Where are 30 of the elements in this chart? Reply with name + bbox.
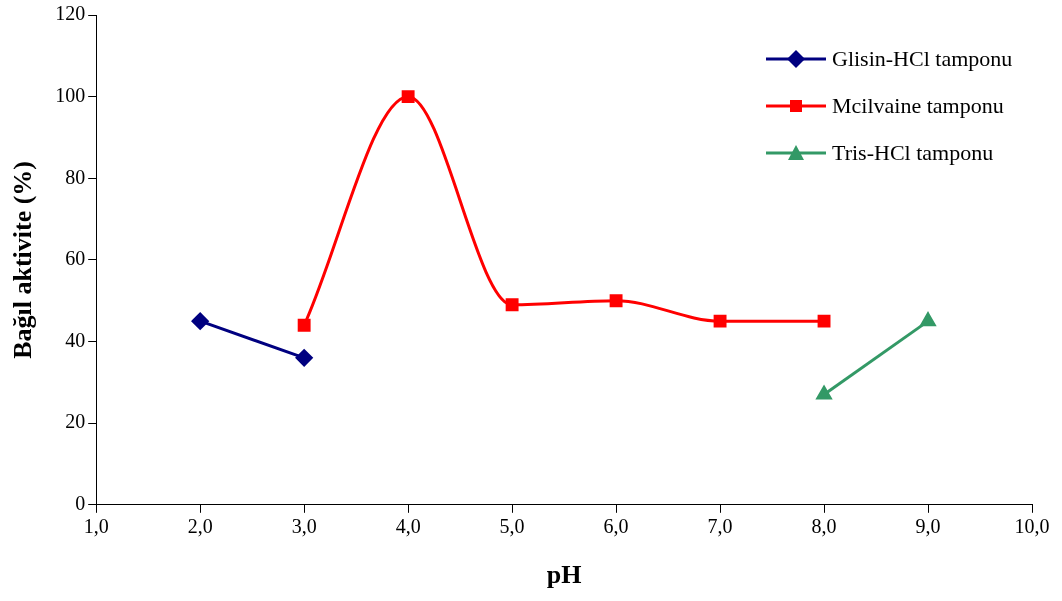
point (191, 312, 209, 330)
y-tick-label: 40 (65, 328, 86, 351)
point (295, 349, 313, 367)
point (713, 314, 727, 328)
y-tick-label: 100 (55, 83, 86, 106)
y-axis-title: Bağıl aktivite (%) (8, 160, 38, 359)
x-tick-label: 2,0 (187, 515, 213, 538)
y-tick-label: 0 (75, 492, 86, 515)
x-axis-title: pH (546, 560, 582, 590)
y-tick-label: 120 (55, 2, 86, 25)
point (401, 90, 415, 104)
point (505, 298, 519, 312)
x-tick-label: 9,0 (915, 515, 941, 538)
point (817, 314, 831, 328)
point (297, 318, 311, 332)
x-tick-label: 3,0 (291, 515, 317, 538)
x-tick-label: 5,0 (499, 515, 525, 538)
x-tick-label: 4,0 (395, 515, 421, 538)
x-tick-label: 8,0 (811, 515, 837, 538)
x-tick-label: 10,0 (1014, 515, 1050, 538)
y-tick-label: 20 (65, 410, 86, 433)
x-tick-label: 6,0 (603, 515, 629, 538)
y-tick-label: 60 (65, 247, 86, 270)
y-tick-label: 80 (65, 165, 86, 188)
x-tick-label: 7,0 (707, 515, 733, 538)
point (609, 294, 623, 308)
legend-label: Glisin-HCl tamponu (832, 45, 1013, 73)
legend-label: Mcilvaine tamponu (832, 92, 1004, 120)
x-tick-label: 1,0 (83, 515, 109, 538)
legend-label: Tris-HCl tamponu (832, 139, 994, 167)
